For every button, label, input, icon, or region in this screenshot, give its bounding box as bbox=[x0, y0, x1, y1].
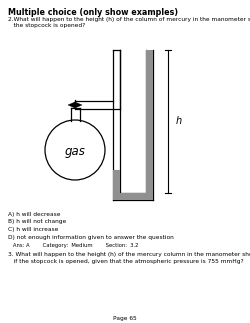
Text: h: h bbox=[176, 117, 182, 127]
Polygon shape bbox=[146, 50, 153, 193]
Text: if the stopcock is opened, given that the atmospheric pressure is 755 mmHg?: if the stopcock is opened, given that th… bbox=[8, 258, 244, 264]
Text: C) h will increase: C) h will increase bbox=[8, 227, 58, 232]
Text: Page 65: Page 65 bbox=[113, 316, 137, 321]
Text: A) h will decrease: A) h will decrease bbox=[8, 212, 60, 217]
Polygon shape bbox=[75, 102, 82, 108]
Text: 3. What will happen to the height (h) of the mercury column in the manometer sho: 3. What will happen to the height (h) of… bbox=[8, 252, 250, 257]
Polygon shape bbox=[113, 193, 153, 200]
Text: B) h will not change: B) h will not change bbox=[8, 220, 66, 224]
Text: 2.What will happen to the height (h) of the column of mercury in the manometer s: 2.What will happen to the height (h) of … bbox=[8, 17, 250, 22]
Polygon shape bbox=[113, 170, 120, 193]
Text: D) not enough information given to answer the question: D) not enough information given to answe… bbox=[8, 234, 174, 239]
Text: Ans: A        Category:  Medium        Section:  3.2: Ans: A Category: Medium Section: 3.2 bbox=[8, 243, 138, 248]
Polygon shape bbox=[68, 102, 75, 108]
Text: the stopcock is opened?: the stopcock is opened? bbox=[8, 23, 85, 28]
Text: gas: gas bbox=[64, 145, 86, 159]
Text: Multiple choice (only show examples): Multiple choice (only show examples) bbox=[8, 8, 178, 17]
